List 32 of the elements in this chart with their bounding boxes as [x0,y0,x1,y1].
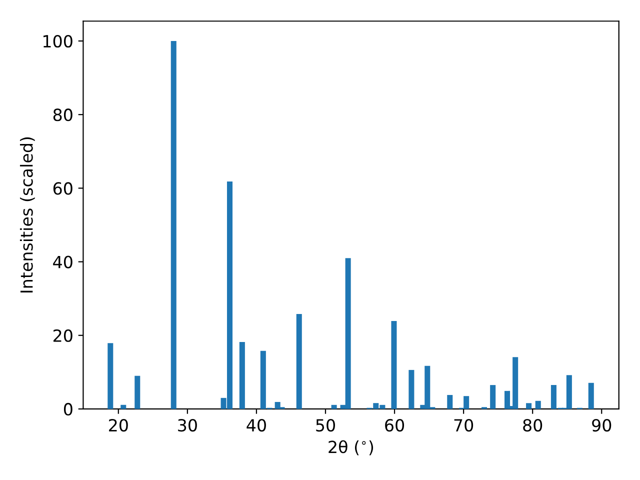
bar [120,404,126,409]
x-tick-label: 20 [109,418,128,432]
y-tick-label: 0 [64,402,72,416]
bar [447,394,453,409]
bar [535,400,541,409]
bar [391,321,397,409]
bar [108,343,114,409]
bar [526,403,532,409]
bar [408,370,414,409]
y-tick-label: 60 [53,182,72,195]
x-tick-label: 50 [316,418,335,432]
bar [239,342,245,409]
bar [566,375,572,409]
y-tick-label: 100 [43,34,72,48]
bar [331,404,337,409]
bar [170,40,176,409]
x-tick-label: 80 [523,418,542,432]
x-tick-label: 90 [592,418,612,432]
bar [588,382,594,409]
bar [134,376,140,409]
y-tick-label: 40 [53,256,72,268]
bar [504,390,510,409]
x-tick-label: 40 [246,418,266,432]
bar [490,385,496,409]
x-tick-label: 30 [178,418,197,432]
y-axis-title: Intensities (scaled) [20,137,35,292]
x-tick-label: 60 [385,418,404,432]
x-axis-title: 2θ ($^{∘}$) [328,440,374,456]
x-tick-label: 70 [454,418,474,432]
bar [296,314,302,409]
y-tick-label: 20 [53,329,72,342]
y-tick-label: 80 [53,108,72,122]
